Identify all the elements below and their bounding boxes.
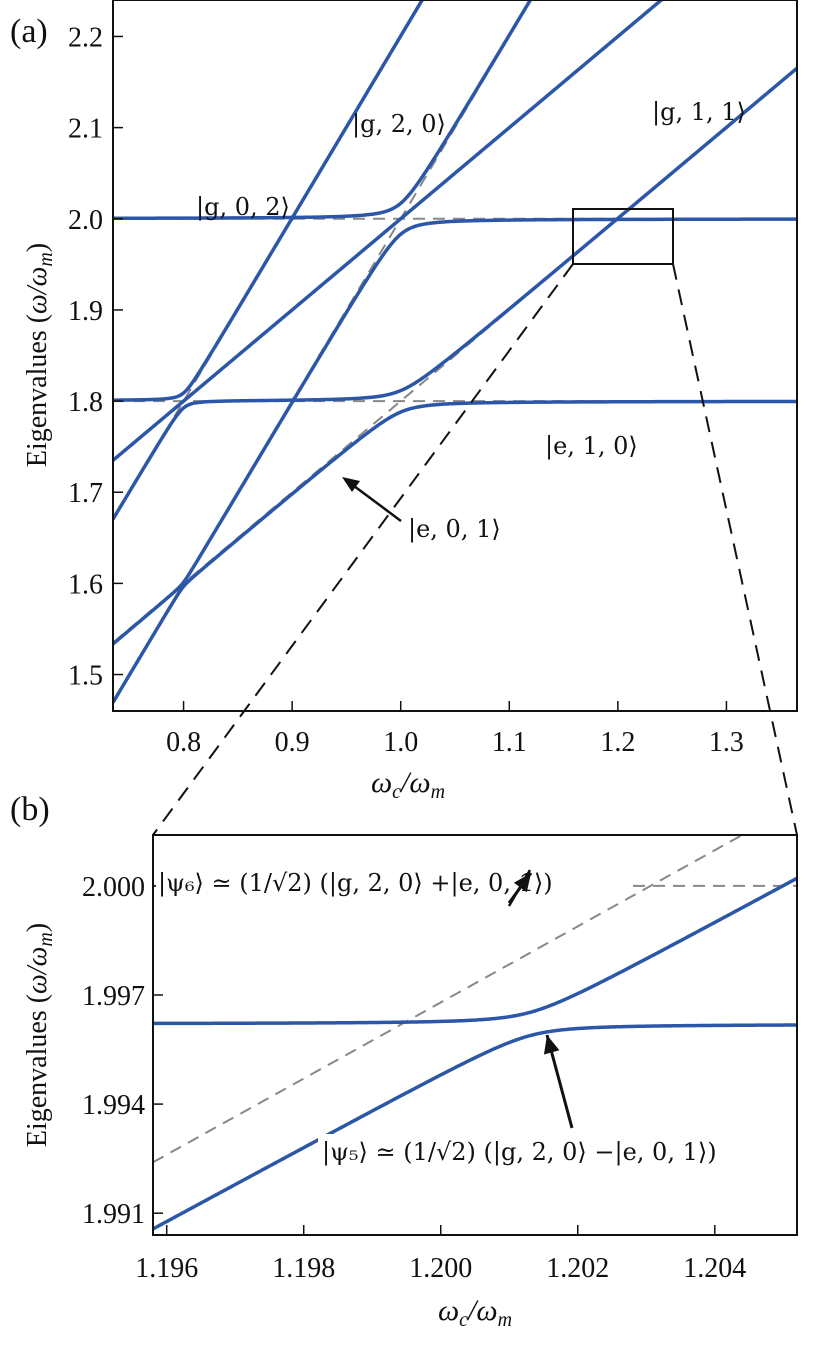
- panel-a-eigen-curves: [113, 0, 797, 704]
- y-tick-label: 1.7: [68, 478, 103, 509]
- eigen-curve-3: [113, 66, 797, 521]
- label-psi6: |ψ₆⟩ ≃ (1/√2) (|g, 2, 0⟩ +|e, 0, 1⟩): [158, 869, 553, 898]
- panel-b: 1.196 1.198 1.200 1.202 1.204 1.9911.9941.99…: [82, 834, 798, 1284]
- zoom-connector-left: [152, 263, 574, 836]
- zoom-box: [572, 208, 674, 265]
- arrow-psi6-head: [513, 873, 531, 893]
- x-tick-label: 1.196: [135, 1253, 198, 1284]
- y-tick-label: 2.0: [68, 205, 103, 236]
- y-tick-label: 2.1: [68, 114, 103, 145]
- y-tick-label: 1.997: [82, 981, 145, 1012]
- x-tick-label: 1.202: [546, 1253, 609, 1284]
- eigen-curve-6: [113, 0, 425, 221]
- x-tick-label: 1.2: [600, 727, 635, 758]
- panel-b-ylabel: Eigenvalues (ω/ωm): [22, 923, 57, 1147]
- y-tick-label: 1.5: [68, 661, 103, 692]
- eigen-curve-psi5: [153, 1023, 797, 1231]
- bare-g11: [113, 0, 663, 462]
- zoom-connector-right: [672, 263, 798, 836]
- panel-a-xlabel: ωc/ωm: [371, 766, 445, 803]
- label-psi5: |ψ₅⟩ ≃ (1/√2) (|g, 2, 0⟩ −|e, 0, 1⟩): [322, 1138, 717, 1167]
- panel-a-ylabel: Eigenvalues (ω/ωm): [22, 243, 57, 467]
- x-tick-label: 1.200: [409, 1253, 472, 1284]
- panel-a-x-ticks: 0.8 0.9 1.0 1.1 1.2 1.3: [166, 701, 744, 758]
- x-tick-label: 1.198: [272, 1253, 335, 1284]
- arrow-e01-head: [342, 477, 360, 492]
- panel-b-x-ticks: 1.196 1.198 1.200 1.202 1.204: [135, 1225, 746, 1284]
- eigen-curve-5: [113, 0, 533, 402]
- x-tick-label: 0.8: [166, 727, 201, 758]
- x-tick-label: 1.204: [683, 1253, 746, 1284]
- arrow-e01: [353, 484, 402, 523]
- eigen-curve-4: [113, 0, 665, 462]
- x-tick-label: 1.3: [709, 727, 744, 758]
- y-tick-label: 1.6: [68, 569, 103, 600]
- panel-a: 0.8 0.9 1.0 1.1 1.2 1.3 1.5 1.6 1.7 1.8 1.9 2.0 2.1…: [22, 0, 798, 836]
- panel-b-eigen-curves: [153, 876, 797, 1231]
- x-tick-label: 1.0: [383, 727, 418, 758]
- panel-a-frame: [112, 0, 798, 712]
- eigen-curve-2: [113, 217, 797, 646]
- y-tick-label: 1.9: [68, 296, 103, 327]
- y-tick-label: 1.994: [82, 1090, 145, 1121]
- bare-g20b: [113, 0, 424, 521]
- arrow-psi5-head: [543, 1035, 560, 1055]
- panel-b-y-ticks: 1.991 1.994 1.997 2.000: [82, 872, 163, 1230]
- panel-a-y-ticks: 1.5 1.6 1.7 1.8 1.9 2.0 2.1 2.2: [68, 22, 123, 692]
- label-g20: |g, 2, 0⟩: [352, 110, 446, 139]
- x-tick-label: 0.9: [275, 727, 310, 758]
- x-tick-label: 1.1: [492, 727, 527, 758]
- eigen-curve-psi6: [153, 876, 797, 1026]
- label-e10: |e, 1, 0⟩: [545, 432, 638, 461]
- panel-b-frame: [152, 834, 798, 1236]
- label-g02: |g, 0, 2⟩: [196, 193, 290, 222]
- y-tick-label: 1.8: [68, 387, 103, 418]
- y-tick-label: 2.000: [82, 872, 145, 903]
- label-e01: |e, 0, 1⟩: [408, 515, 501, 544]
- panel-label-b: (b): [10, 791, 50, 828]
- panel-b-xlabel: ωc/ωm: [438, 1294, 512, 1331]
- panel-label-a: (a): [10, 13, 48, 50]
- bare-g11: [153, 835, 743, 1164]
- y-tick-label: 2.2: [68, 22, 103, 53]
- label-g11: |g, 1, 1⟩: [652, 98, 746, 127]
- eigen-curve-1: [113, 399, 797, 704]
- y-tick-label: 1.991: [82, 1199, 145, 1230]
